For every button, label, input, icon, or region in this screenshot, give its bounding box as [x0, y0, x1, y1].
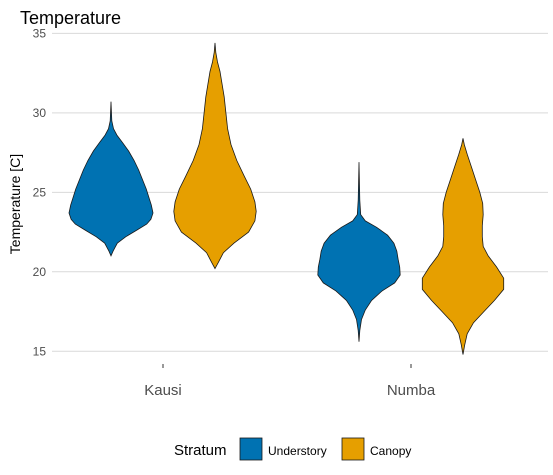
legend-swatch-understory [239, 437, 263, 461]
y-axis-label: Temperature [C] [7, 154, 23, 254]
legend-title: Stratum [174, 442, 227, 459]
violins [68, 42, 505, 355]
x-tick-label-numba: Numba [387, 382, 436, 399]
violin-understory-numba [317, 162, 401, 342]
legend-label-understory: Understory [268, 444, 327, 458]
chart-title: Temperature [20, 8, 121, 28]
y-tick-label-15: 15 [33, 344, 47, 358]
y-tick-label-25: 25 [33, 185, 47, 199]
legend-swatch-canopy [341, 437, 365, 461]
x-tick-label-kausi: Kausi [144, 382, 182, 399]
legend-label-canopy: Canopy [370, 444, 411, 458]
y-tick-label-35: 35 [33, 26, 47, 40]
violin-canopy-kausi [173, 42, 257, 270]
x-tick-labels: Kausi Numba [144, 364, 436, 399]
y-tick-labels: 15 20 25 30 35 [33, 26, 47, 358]
legend: Stratum Understory Canopy [174, 437, 411, 461]
violin-understory-kausi [68, 101, 154, 257]
y-tick-label-30: 30 [33, 106, 47, 120]
violin-canopy-numba [421, 138, 505, 355]
y-tick-label-20: 20 [33, 265, 47, 279]
